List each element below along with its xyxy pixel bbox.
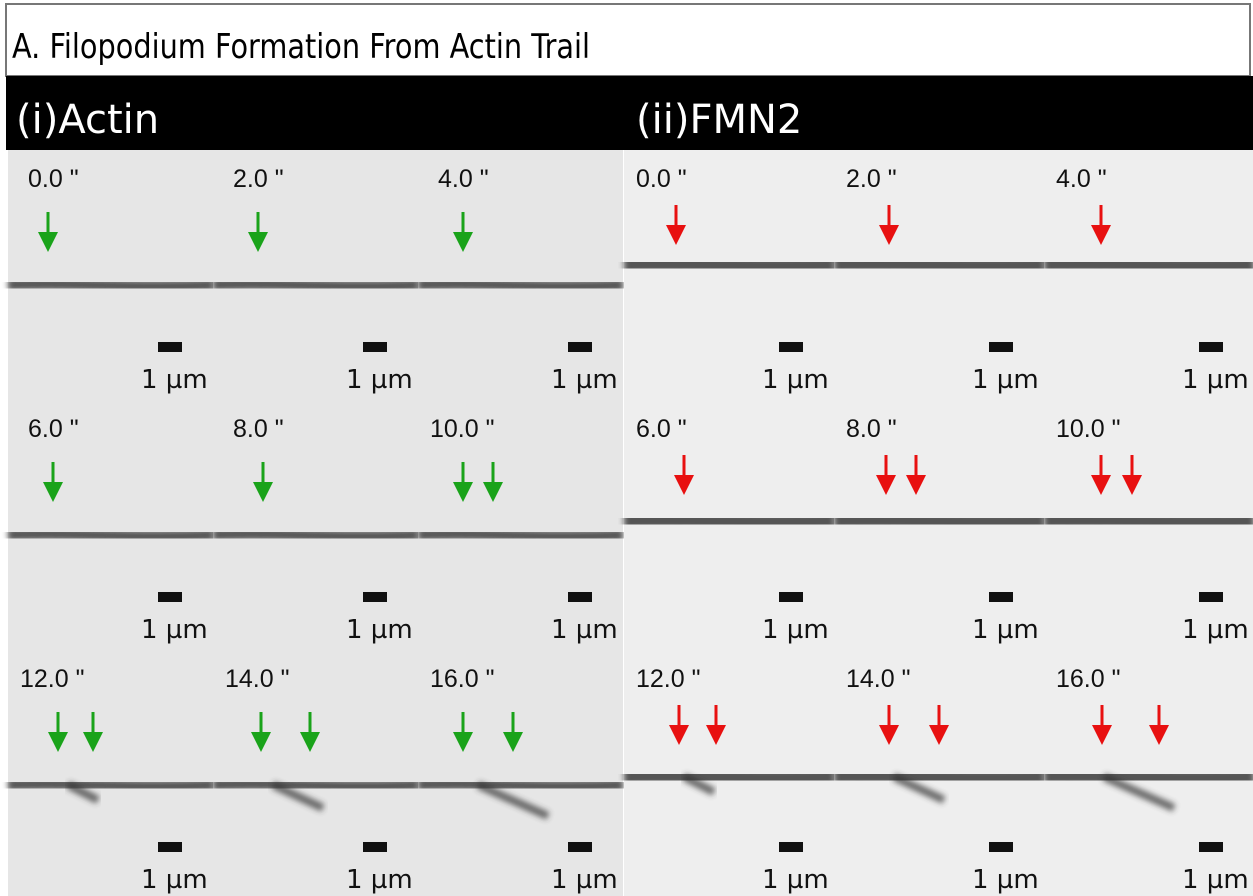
- time-label: 6.0 ": [28, 415, 79, 443]
- scale-bar: [989, 342, 1013, 352]
- panel-label: (i)Actin: [16, 97, 159, 143]
- frame: 0.0 " 1 µm: [8, 150, 213, 400]
- scale-bar: [568, 592, 592, 602]
- scale-bar: [779, 342, 803, 352]
- figure: A. Filopodium Formation From Actin Trail…: [0, 0, 1253, 896]
- scale-label: 1 µm: [1182, 615, 1249, 645]
- scale-bar: [158, 842, 182, 852]
- frame: 8.0 " 1 µm: [213, 400, 418, 650]
- frame: 4.0 " 1 µm: [1044, 150, 1253, 400]
- scale-bar: [779, 592, 803, 602]
- time-label: 12.0 ": [636, 665, 700, 693]
- actin-trail: [834, 520, 1044, 522]
- scale-bar: [158, 592, 182, 602]
- actin-trail: [1044, 264, 1253, 266]
- scale-label: 1 µm: [141, 615, 208, 645]
- time-label: 2.0 ": [846, 165, 897, 193]
- label-band: [6, 76, 1253, 150]
- scale-bar: [568, 842, 592, 852]
- scale-bar: [989, 842, 1013, 852]
- frame: 0.0 " 1 µm: [624, 150, 834, 400]
- scale-label: 1 µm: [346, 365, 413, 395]
- actin-trail: [834, 776, 1044, 778]
- frame: 2.0 " 1 µm: [213, 150, 418, 400]
- scale-bar: [363, 592, 387, 602]
- frames: 0.0 "1 µm2.0 "1 µm4.0 "1 µm6.0 "1 µm8.0 …: [8, 150, 1253, 896]
- actin-trail: [213, 784, 418, 786]
- actin-trail: [418, 284, 623, 286]
- scale-bar: [158, 342, 182, 352]
- frame: 4.0 " 1 µm: [418, 150, 623, 400]
- actin-trail: [8, 534, 213, 536]
- scale-bar: [363, 342, 387, 352]
- frame: 2.0 " 1 µm: [834, 150, 1044, 400]
- actin-trail: [418, 784, 623, 786]
- scale-label: 1 µm: [1182, 865, 1249, 895]
- actin-trail: [213, 284, 418, 286]
- scale-bar: [989, 592, 1013, 602]
- scale-label: 1 µm: [346, 865, 413, 895]
- frame: 10.0 " 1 µm: [1044, 400, 1253, 650]
- actin-trail: [624, 264, 834, 266]
- actin-trail: [834, 264, 1044, 266]
- actin-trail: [213, 534, 418, 536]
- time-label: 16.0 ": [430, 665, 494, 693]
- time-label: 16.0 ": [1056, 665, 1120, 693]
- time-label: 8.0 ": [233, 415, 284, 443]
- actin-trail: [624, 776, 834, 778]
- scale-label: 1 µm: [1182, 365, 1249, 395]
- frame: 16.0 " 1 µm: [418, 650, 623, 896]
- frame: 8.0 " 1 µm: [834, 400, 1044, 650]
- frame: 6.0 " 1 µm: [624, 400, 834, 650]
- actin-trail: [418, 534, 623, 536]
- scale-bar: [779, 842, 803, 852]
- frame: 12.0 " 1 µm: [624, 650, 834, 896]
- time-label: 10.0 ": [1056, 415, 1120, 443]
- actin-trail: [8, 784, 213, 786]
- scale-bar: [1199, 592, 1223, 602]
- panel-label: (ii)FMN2: [636, 97, 802, 143]
- actin-trail: [1044, 520, 1253, 522]
- frame: 6.0 " 1 µm: [8, 400, 213, 650]
- frame: 14.0 " 1 µm: [834, 650, 1044, 896]
- scale-label: 1 µm: [551, 865, 618, 895]
- scale-label: 1 µm: [141, 365, 208, 395]
- time-label: 0.0 ": [28, 165, 79, 193]
- scale-label: 1 µm: [762, 365, 829, 395]
- figure-title: A. Filopodium Formation From Actin Trail: [12, 27, 590, 67]
- scale-bar: [1199, 842, 1223, 852]
- scale-label: 1 µm: [762, 615, 829, 645]
- actin-trail: [1044, 776, 1253, 778]
- time-label: 6.0 ": [636, 415, 687, 443]
- scale-label: 1 µm: [346, 615, 413, 645]
- frame: 16.0 " 1 µm: [1044, 650, 1253, 896]
- time-label: 14.0 ": [846, 665, 910, 693]
- time-label: 4.0 ": [1056, 165, 1107, 193]
- time-label: 4.0 ": [438, 165, 489, 193]
- scale-label: 1 µm: [551, 615, 618, 645]
- frame: 12.0 " 1 µm: [8, 650, 213, 896]
- time-label: 14.0 ": [225, 665, 289, 693]
- time-label: 2.0 ": [233, 165, 284, 193]
- scale-bar: [363, 842, 387, 852]
- scale-label: 1 µm: [972, 865, 1039, 895]
- scale-label: 1 µm: [762, 865, 829, 895]
- time-label: 10.0 ": [430, 415, 494, 443]
- frame: 10.0 " 1 µm: [418, 400, 623, 650]
- scale-label: 1 µm: [551, 365, 618, 395]
- frame: 14.0 " 1 µm: [213, 650, 418, 896]
- scale-label: 1 µm: [972, 365, 1039, 395]
- actin-trail: [624, 520, 834, 522]
- scale-bar: [568, 342, 592, 352]
- scale-label: 1 µm: [141, 865, 208, 895]
- time-label: 8.0 ": [846, 415, 897, 443]
- actin-trail: [8, 284, 213, 286]
- scale-bar: [1199, 342, 1223, 352]
- scale-label: 1 µm: [972, 615, 1039, 645]
- time-label: 0.0 ": [636, 165, 687, 193]
- time-label: 12.0 ": [20, 665, 84, 693]
